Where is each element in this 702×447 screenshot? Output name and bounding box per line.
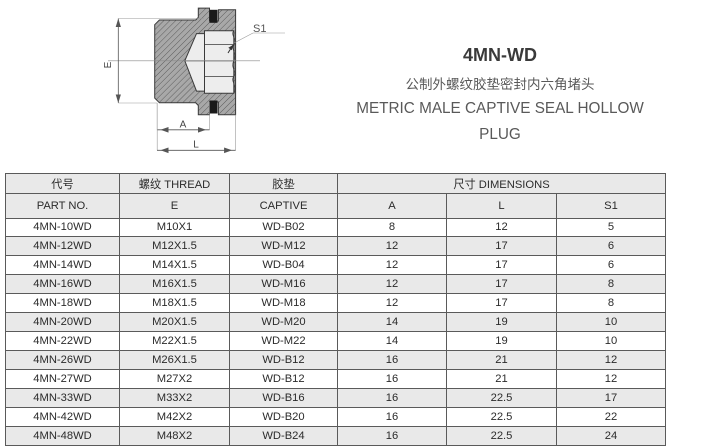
svg-text:L: L — [193, 140, 199, 151]
svg-text:E: E — [103, 61, 114, 68]
svg-text:A: A — [180, 120, 187, 131]
svg-text:S1: S1 — [253, 23, 266, 35]
